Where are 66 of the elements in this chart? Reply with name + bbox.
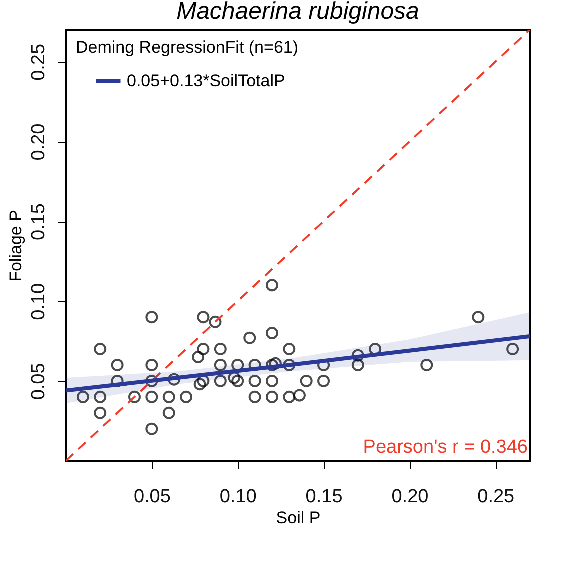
y-tick-label: 0.10 [28, 283, 50, 320]
legend-label: 0.05+0.13*SoilTotalP [127, 72, 286, 90]
point [232, 358, 244, 372]
point [283, 358, 296, 372]
y-tick-label: 0.15 [28, 204, 50, 241]
point [214, 358, 227, 372]
x-tick-label: 0.20 [392, 486, 429, 508]
point [300, 374, 313, 388]
point [214, 343, 227, 356]
point [318, 374, 330, 388]
point [248, 390, 262, 404]
point [94, 390, 107, 404]
point [146, 374, 158, 388]
x-tick-label: 0.05 [134, 486, 171, 508]
point [352, 349, 364, 362]
point [266, 374, 278, 388]
point [162, 406, 176, 420]
point [352, 358, 364, 372]
point [269, 357, 282, 370]
point [283, 390, 296, 404]
point [146, 311, 158, 324]
point [248, 358, 262, 372]
point [244, 332, 256, 344]
point [266, 327, 278, 340]
point [420, 358, 434, 372]
point [266, 390, 278, 404]
point [283, 343, 296, 356]
point [266, 358, 278, 372]
line-series [66, 334, 530, 393]
point [146, 390, 158, 404]
point [197, 343, 210, 356]
point [128, 390, 141, 404]
x-tick-label: 0.10 [220, 486, 257, 508]
point [266, 279, 278, 292]
point [146, 422, 158, 436]
y-tick-label: 0.20 [28, 124, 50, 161]
x-axis-title: Soil P [276, 508, 321, 528]
x-tick-label: 0.15 [306, 486, 343, 508]
point [111, 374, 124, 388]
point [506, 343, 520, 356]
point [214, 374, 227, 388]
y-tick-label: 0.05 [28, 363, 50, 400]
y-axis-title: Foliage P [6, 210, 26, 282]
point [293, 389, 306, 402]
point [228, 372, 241, 384]
point [232, 374, 244, 388]
chart-title: Machaerina rubiginosa [176, 0, 420, 25]
point [162, 390, 176, 404]
annotation: Pearson's r = 0.346 [363, 437, 528, 458]
point [180, 390, 193, 404]
point [94, 406, 107, 420]
point [76, 390, 90, 404]
point [318, 358, 330, 372]
point [248, 374, 262, 388]
point [168, 373, 181, 386]
point [472, 311, 485, 324]
x-tick-label: 0.25 [478, 486, 515, 508]
point [111, 358, 124, 372]
point [192, 351, 205, 364]
point [194, 378, 206, 391]
point [94, 343, 107, 356]
legend-title: Deming RegressionFit (n=61) [76, 38, 299, 57]
point [146, 358, 158, 372]
point [197, 311, 210, 324]
point [209, 316, 222, 328]
y-tick-label: 0.25 [28, 44, 50, 81]
